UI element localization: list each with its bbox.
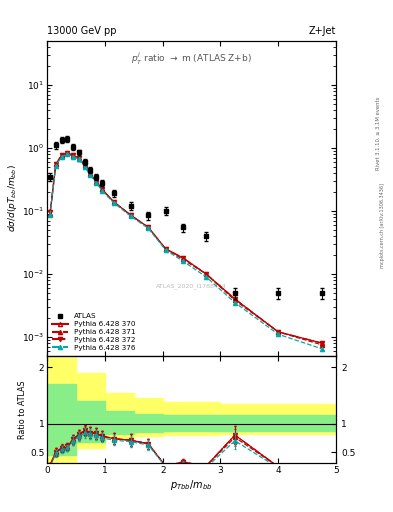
Legend: ATLAS, Pythia 6.428 370, Pythia 6.428 371, Pythia 6.428 372, Pythia 6.428 376: ATLAS, Pythia 6.428 370, Pythia 6.428 37…	[51, 312, 137, 352]
Text: Z+Jet: Z+Jet	[309, 26, 336, 36]
Text: ATLAS_2020_I1788444: ATLAS_2020_I1788444	[156, 284, 227, 289]
Text: mcplots.cern.ch [arXiv:1306.3436]: mcplots.cern.ch [arXiv:1306.3436]	[380, 183, 385, 268]
Text: $p_T^j$ ratio $\rightarrow$ m (ATLAS Z+b): $p_T^j$ ratio $\rightarrow$ m (ATLAS Z+b…	[131, 50, 252, 67]
Y-axis label: Ratio to ATLAS: Ratio to ATLAS	[18, 380, 27, 439]
Text: Rivet 3.1.10, ≥ 3.1M events: Rivet 3.1.10, ≥ 3.1M events	[376, 96, 380, 170]
Y-axis label: $d\sigma/d(pT_{bb}/m_{bb})$: $d\sigma/d(pT_{bb}/m_{bb})$	[6, 164, 19, 232]
Text: 13000 GeV pp: 13000 GeV pp	[47, 26, 117, 36]
X-axis label: $p_{Tbb}/m_{bb}$: $p_{Tbb}/m_{bb}$	[171, 478, 213, 492]
